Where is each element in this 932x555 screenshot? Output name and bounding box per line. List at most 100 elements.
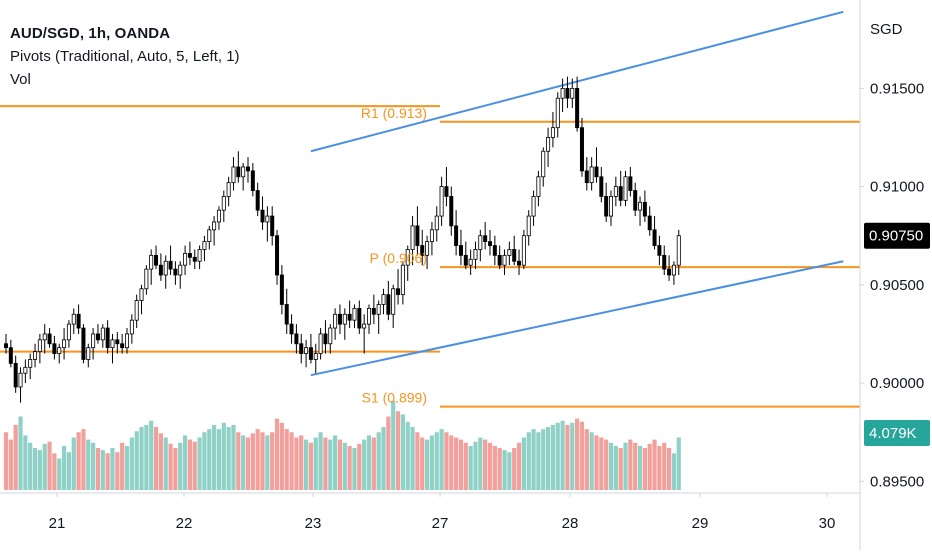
volume-bar bbox=[531, 429, 536, 490]
candle-body bbox=[400, 264, 405, 296]
volume-bar bbox=[129, 437, 134, 490]
volume-bar bbox=[473, 441, 478, 490]
candle-body bbox=[250, 170, 255, 191]
candle-body bbox=[226, 182, 231, 197]
candle-body bbox=[371, 307, 376, 315]
volume-bar bbox=[158, 433, 163, 490]
candle-body bbox=[502, 254, 507, 266]
volume-bar bbox=[149, 420, 154, 490]
candle-body bbox=[579, 127, 584, 172]
volume-bar bbox=[492, 445, 497, 490]
volume-bar bbox=[376, 432, 381, 490]
volume-bar bbox=[47, 441, 52, 490]
candle-body bbox=[192, 256, 197, 262]
volume-bar bbox=[541, 429, 546, 490]
candle-body bbox=[8, 347, 13, 364]
volume-bar bbox=[32, 448, 38, 490]
volume-bar bbox=[76, 432, 81, 490]
candle-body bbox=[458, 245, 463, 256]
candle-body bbox=[62, 339, 67, 349]
candle-body bbox=[86, 347, 91, 360]
candle-body bbox=[454, 225, 459, 246]
volume-bar bbox=[284, 429, 289, 490]
candle-body bbox=[517, 260, 522, 266]
volume-bar bbox=[52, 453, 57, 490]
candle-body bbox=[662, 254, 667, 270]
pivot-lines-group bbox=[0, 105, 860, 408]
trend-lines-group[interactable] bbox=[310, 10, 844, 377]
volume-bar bbox=[545, 427, 551, 490]
candle-body bbox=[366, 307, 371, 325]
candle-body bbox=[216, 209, 221, 223]
candle-body bbox=[13, 362, 18, 388]
candle-body bbox=[187, 252, 192, 258]
volume-bar bbox=[454, 437, 459, 490]
chart-legend: AUD/SGD, 1h, OANDA Pivots (Traditional, … bbox=[10, 22, 240, 91]
volume-bar bbox=[400, 414, 405, 490]
candle-body bbox=[125, 333, 130, 349]
volume-bar bbox=[347, 445, 352, 490]
candle-body bbox=[328, 327, 333, 345]
price-tick-label: 0.90000 bbox=[870, 375, 924, 392]
trendline-lower-channel[interactable] bbox=[310, 260, 844, 377]
candle-body bbox=[434, 215, 439, 231]
volume-bar bbox=[187, 439, 193, 490]
volume-bar bbox=[333, 435, 338, 490]
candle-body bbox=[512, 249, 517, 262]
volume-bar bbox=[168, 443, 173, 490]
volume-bar bbox=[613, 445, 618, 490]
candle-body bbox=[599, 176, 604, 197]
volume-bar bbox=[139, 427, 144, 490]
volume-bar bbox=[599, 437, 604, 490]
volume-bar bbox=[134, 431, 139, 490]
candle-body bbox=[231, 166, 236, 184]
candle-body bbox=[478, 235, 483, 250]
candle-body bbox=[299, 343, 304, 354]
candle-body bbox=[444, 186, 449, 197]
current-volume-label: 4.079K bbox=[869, 425, 917, 442]
volume-bar bbox=[395, 411, 401, 490]
symbol-title[interactable]: AUD/SGD, 1h, OANDA bbox=[10, 25, 171, 42]
candle-body bbox=[197, 249, 202, 262]
volume-bar bbox=[463, 442, 468, 490]
time-tick-label: 28 bbox=[562, 515, 579, 532]
pivot-indicator-label[interactable]: Pivots (Traditional, Auto, 5, Left, 1) bbox=[10, 48, 240, 65]
volume-bar bbox=[308, 442, 314, 490]
volume-bar bbox=[231, 424, 236, 490]
volume-bar bbox=[61, 445, 67, 490]
candle-body bbox=[492, 245, 497, 256]
volume-bar bbox=[628, 439, 633, 490]
current-price-badge[interactable] bbox=[864, 222, 930, 249]
candle-body bbox=[463, 254, 468, 266]
volume-bar bbox=[42, 443, 47, 490]
candle-body bbox=[91, 333, 96, 349]
volume-bar bbox=[618, 448, 623, 490]
current-volume-badge[interactable] bbox=[864, 420, 930, 446]
volume-bar bbox=[337, 439, 343, 490]
volume-bar bbox=[594, 435, 599, 490]
volume-bar bbox=[289, 432, 294, 490]
volume-bar bbox=[579, 421, 585, 490]
candle-body bbox=[18, 372, 23, 388]
candle-body bbox=[362, 323, 367, 329]
volume-bar bbox=[318, 432, 323, 490]
volume-bar bbox=[444, 432, 449, 490]
volume-bar bbox=[676, 437, 681, 490]
candle-body bbox=[541, 150, 546, 178]
volume-bar bbox=[415, 432, 420, 490]
candle-body bbox=[546, 137, 551, 152]
volume-bar bbox=[37, 450, 42, 490]
volume-bar bbox=[105, 453, 110, 490]
volume-bar bbox=[13, 424, 18, 490]
volume-bar bbox=[589, 432, 594, 490]
candle-body bbox=[71, 313, 76, 325]
volume-indicator-label[interactable]: Vol bbox=[10, 71, 31, 88]
volume-bar bbox=[226, 427, 231, 490]
volume-bar bbox=[352, 448, 357, 490]
candle-body bbox=[284, 304, 289, 325]
volume-bar bbox=[575, 418, 580, 490]
volume-bar bbox=[236, 432, 241, 490]
